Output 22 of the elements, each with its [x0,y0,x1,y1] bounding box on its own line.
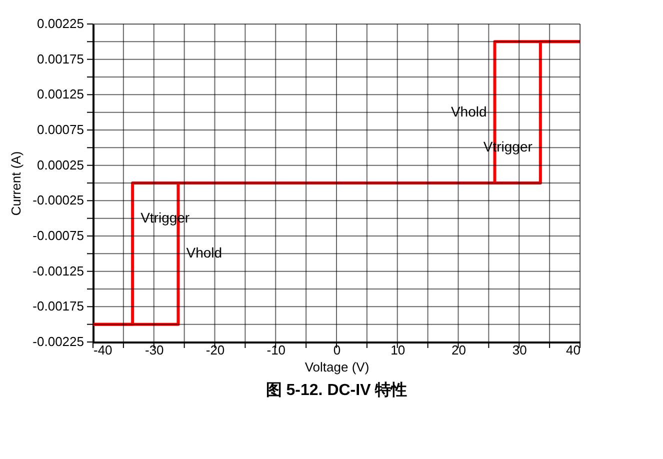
x-tick-label: 0 [333,342,341,358]
y-tick-label: -0.00125 [32,263,84,278]
y-tick-label: 0.00075 [37,122,84,137]
x-tick-label: 10 [390,342,406,358]
x-tick-label: 20 [452,342,466,358]
text: 图 5-12. DC-IV 特性 [266,381,408,399]
y-tick-label: -0.00225 [32,334,84,349]
y-tick-label: 0.00175 [37,51,84,66]
x-tick-label: -10 [266,342,286,358]
y-tick-label: -0.00025 [32,192,84,208]
y-tick-label: -0.00075 [32,228,84,243]
y-tick-label: -0.00175 [32,298,84,314]
y-tick-label: 0.00225 [37,16,84,31]
x-tick-label: -20 [206,342,225,358]
x-tick-label: 40 [566,342,580,358]
y-axis-title: Current (A) [8,151,24,216]
x-axis-title: Voltage (V) [304,360,370,374]
x-tick-label: -30 [144,342,164,358]
x-tick-label: 30 [512,342,527,358]
y-tick-label: 0.00025 [37,157,84,172]
x-tick-label: -40 [94,342,112,358]
y-tick-label: 0.00125 [37,86,84,102]
